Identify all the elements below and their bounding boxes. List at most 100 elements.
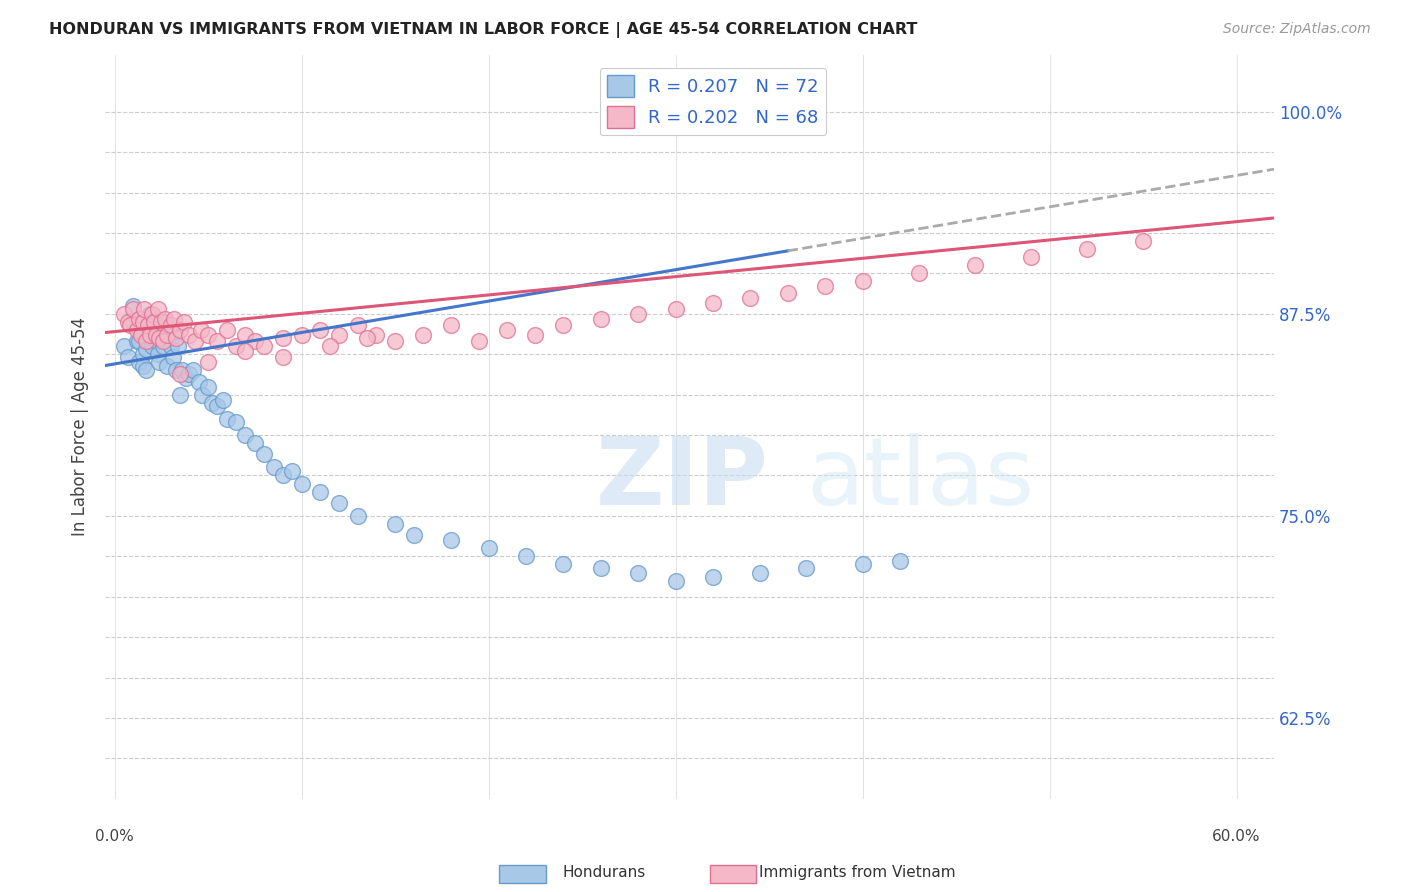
Point: [128, 334, 150, 349]
Text: Source: ZipAtlas.com: Source: ZipAtlas.com: [1223, 22, 1371, 37]
Point: [112, 307, 135, 321]
Point: [477, 541, 499, 556]
Point: [346, 318, 368, 333]
Point: [179, 327, 201, 342]
Point: [169, 387, 191, 401]
Point: [243, 436, 266, 450]
Point: [384, 516, 406, 531]
Text: ZIP: ZIP: [596, 433, 769, 525]
Point: [524, 327, 547, 342]
Point: [253, 448, 276, 462]
Point: [146, 301, 169, 316]
Point: [197, 379, 219, 393]
Point: [153, 311, 176, 326]
Point: [702, 570, 724, 584]
Text: HONDURAN VS IMMIGRANTS FROM VIETNAM IN LABOR FORCE | AGE 45-54 CORRELATION CHART: HONDURAN VS IMMIGRANTS FROM VIETNAM IN L…: [49, 22, 918, 38]
Point: [184, 334, 207, 349]
Point: [702, 295, 724, 310]
Point: [135, 363, 157, 377]
Point: [664, 574, 686, 588]
Point: [851, 275, 873, 289]
Point: [122, 299, 145, 313]
Point: [263, 460, 285, 475]
Point: [128, 311, 150, 326]
Point: [212, 392, 235, 407]
Point: [156, 327, 179, 342]
Point: [136, 315, 159, 329]
Point: [163, 327, 186, 342]
Point: [148, 327, 170, 342]
Point: [170, 363, 193, 377]
Point: [201, 396, 224, 410]
Point: [174, 371, 197, 385]
Point: [346, 508, 368, 523]
Point: [136, 334, 159, 349]
Point: [309, 323, 332, 337]
Point: [118, 318, 141, 333]
Point: [1076, 242, 1098, 256]
Point: [117, 315, 139, 329]
Point: [145, 327, 167, 342]
Point: [152, 339, 174, 353]
Point: [131, 315, 153, 329]
Point: [190, 323, 212, 337]
Point: [1132, 234, 1154, 248]
Point: [197, 327, 219, 342]
Point: [152, 334, 174, 349]
Point: [440, 533, 463, 548]
Point: [290, 327, 312, 342]
Point: [173, 315, 195, 329]
Point: [139, 327, 162, 342]
Point: [740, 291, 762, 305]
Point: [197, 355, 219, 369]
Point: [146, 323, 169, 337]
Point: [136, 318, 159, 333]
Point: [179, 367, 201, 381]
Legend: R = 0.207   N = 72, R = 0.202   N = 68: R = 0.207 N = 72, R = 0.202 N = 68: [600, 68, 827, 136]
Point: [796, 560, 818, 574]
Point: [627, 566, 650, 580]
Point: [553, 558, 575, 572]
Point: [150, 315, 173, 329]
Point: [169, 367, 191, 381]
Point: [125, 334, 148, 349]
Point: [125, 323, 148, 337]
Point: [117, 351, 139, 365]
Point: [187, 375, 209, 389]
Point: [271, 351, 294, 365]
Point: [131, 327, 153, 342]
Point: [139, 326, 162, 341]
Point: [851, 558, 873, 572]
Y-axis label: In Labor Force | Age 45-54: In Labor Force | Age 45-54: [72, 318, 89, 536]
Point: [150, 327, 173, 342]
Point: [384, 334, 406, 349]
Point: [148, 355, 170, 369]
Point: [356, 331, 378, 345]
Point: [163, 311, 186, 326]
Point: [122, 301, 145, 316]
Point: [235, 344, 257, 359]
Point: [142, 318, 165, 333]
Point: [156, 359, 179, 373]
Point: [141, 339, 163, 353]
Point: [1019, 250, 1042, 264]
Point: [162, 351, 184, 365]
Point: [281, 464, 304, 478]
Point: [122, 315, 145, 329]
Point: [167, 339, 190, 353]
Point: [366, 327, 388, 342]
Point: [515, 549, 537, 564]
Point: [131, 347, 153, 361]
Point: [889, 554, 911, 568]
Point: [748, 566, 770, 580]
Point: [235, 327, 257, 342]
Point: [907, 267, 929, 281]
Point: [412, 327, 434, 342]
Point: [589, 311, 612, 326]
Point: [318, 339, 340, 353]
Point: [440, 318, 463, 333]
Point: [148, 331, 170, 345]
Point: [131, 359, 153, 373]
Point: [589, 560, 612, 574]
Point: [235, 428, 257, 442]
